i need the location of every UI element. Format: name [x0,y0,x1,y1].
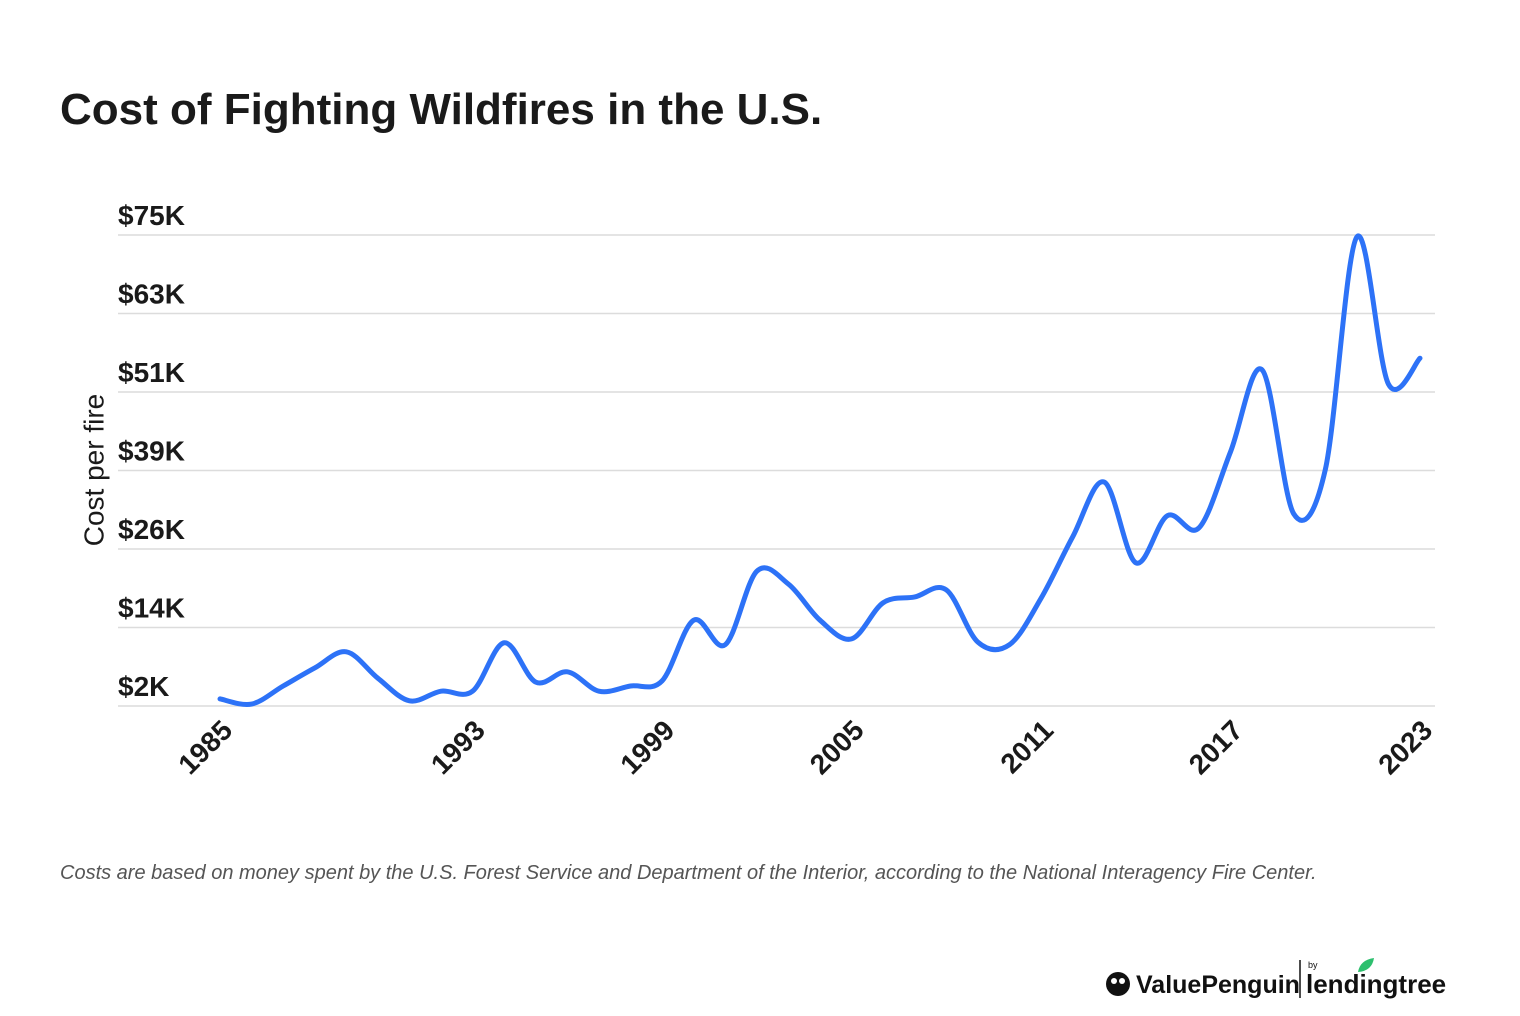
logo-icon [1106,972,1130,996]
y-axis-label: Cost per fire [78,394,109,547]
logo-icon-eye [1111,978,1117,984]
y-tick-label: $63K [118,279,185,310]
logo-icon-eye [1119,978,1125,984]
x-tick-label: 1999 [614,714,680,780]
y-tick-label: $51K [118,357,185,388]
x-tick-label: 2005 [804,714,870,780]
partner: lendingtree [1306,969,1446,999]
y-tick-label: $39K [118,436,185,467]
y-tick-label: $75K [118,200,185,231]
y-tick-label: $26K [118,514,185,545]
y-tick-label: $2K [118,671,169,702]
data-line [217,233,1423,707]
x-tick-label: 2017 [1183,714,1249,780]
logo: ValuePenguin by lendingtree [1106,958,1446,999]
brand-by: by [1308,960,1318,970]
caption: Costs are based on money spent by the U.… [60,862,1317,884]
x-tick-label: 1993 [425,714,491,780]
x-tick-label: 2023 [1372,714,1438,780]
logo-leaf [1358,958,1374,972]
y-tick-label: $14K [118,592,185,623]
brand: ValuePenguin [1136,971,1300,999]
x-tick-label: 2011 [994,714,1059,779]
x-tick-label: 1985 [172,714,238,780]
chart-title: Cost of Fighting Wildfires in the U.S. [60,85,822,134]
